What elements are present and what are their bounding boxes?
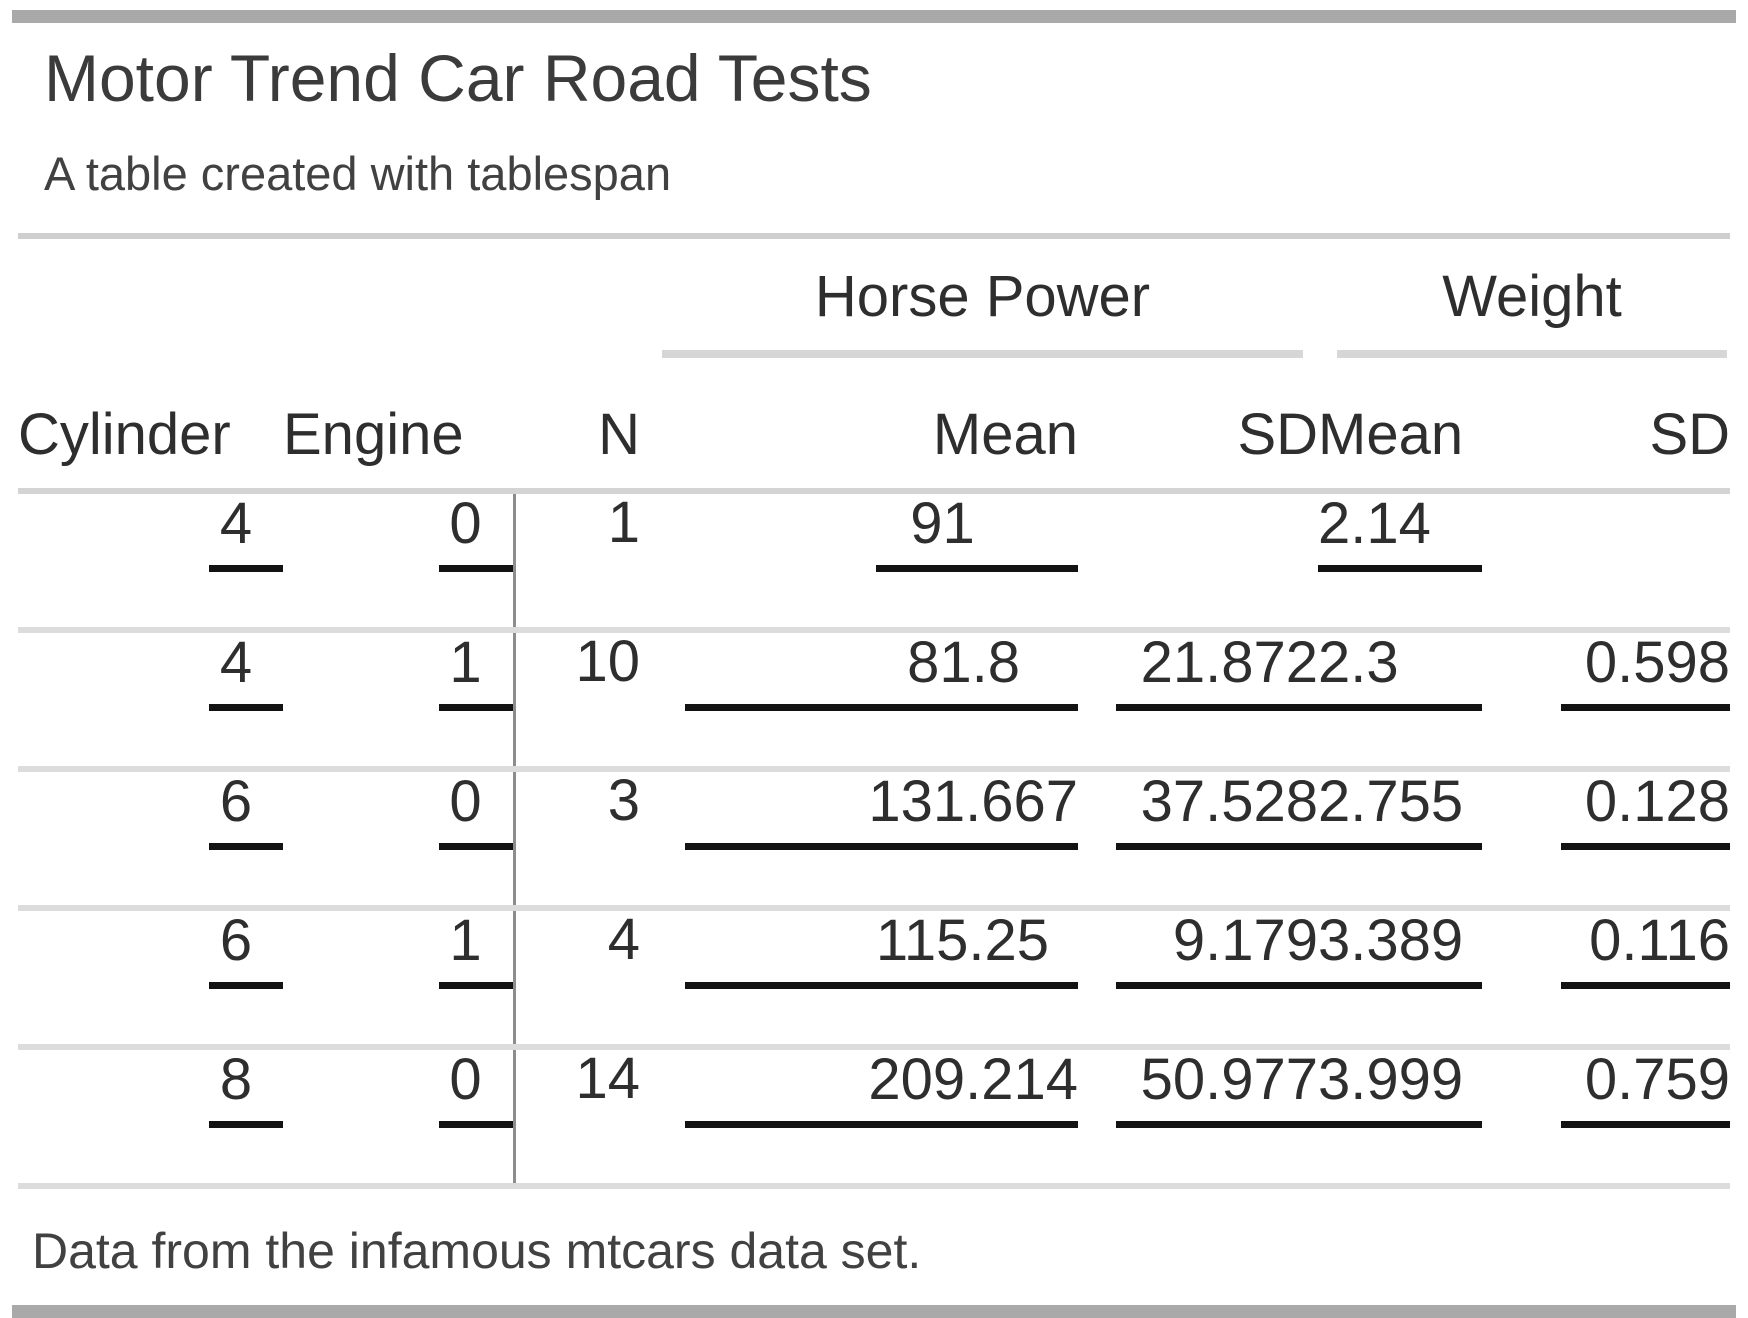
column-header-hp-mean: Mean — [640, 357, 1078, 494]
cell-engine: 0 — [283, 1046, 514, 1189]
cell-value: 2.755 — [1318, 771, 1483, 851]
spanner-spacer — [18, 239, 640, 358]
cell-n: 1 — [512, 490, 640, 633]
cell-value: 3.999 — [1318, 1049, 1483, 1129]
cell-hp-mean: 81.8 — [640, 629, 1078, 772]
cell-wt-sd: 0.116 — [1520, 907, 1731, 1050]
cell-value: 0.128 — [1561, 771, 1731, 851]
cell-wt-sd: 0.128 — [1520, 768, 1731, 911]
cell-value: 131.667 — [685, 771, 1078, 851]
cell-value: 0.598 — [1561, 632, 1731, 712]
cell-value: 0 — [438, 493, 513, 573]
page-subtitle: A table created with tablespan — [44, 147, 672, 201]
table-header: Horse Power Weight Cylinder Engine N Mea… — [18, 239, 1731, 494]
cell-wt-sd: 0.759 — [1520, 1046, 1731, 1189]
table-body: 4 0 1 91 2.14 4 1 10 81.8 21.872 2.3 0.598 6 0 3 131.66… — [18, 490, 1731, 1189]
bottom-border-bar — [12, 1304, 1736, 1318]
cell-value: 1 — [438, 910, 513, 990]
table-row: 6 1 4 115.25 9.179 3.389 0.116 — [18, 907, 1731, 1050]
cell-value: 91 — [876, 493, 1078, 573]
cell-value: 4 — [209, 632, 283, 712]
cell-value: 0.116 — [1561, 910, 1731, 990]
cell-value: 50.977 — [1116, 1049, 1319, 1129]
top-border-bar — [12, 10, 1736, 23]
cell-value: 81.8 — [685, 632, 1078, 712]
cell-value: 37.528 — [1116, 771, 1319, 851]
cell-value: 2.14 — [1318, 493, 1483, 573]
cell-value: 0 — [438, 1049, 513, 1129]
cell-value: 6 — [209, 910, 283, 990]
column-header-engine: Engine — [283, 357, 514, 494]
page-title: Motor Trend Car Road Tests — [44, 41, 872, 115]
column-header-n: N — [514, 357, 640, 494]
table-row: 4 0 1 91 2.14 — [18, 490, 1731, 633]
table-row: 4 1 10 81.8 21.872 2.3 0.598 — [18, 629, 1731, 772]
cell-hp-mean: 131.667 — [640, 768, 1078, 911]
cell-wt-mean: 2.755 — [1318, 768, 1521, 911]
cell-hp-sd: 50.977 — [1078, 1046, 1319, 1189]
table-row: 6 0 3 131.667 37.528 2.755 0.128 — [18, 768, 1731, 911]
spanner-horse-power-label: Horse Power — [662, 266, 1304, 358]
cell-value: 6 — [209, 771, 283, 851]
cell-value: 1 — [438, 632, 513, 712]
cell-cylinder: 6 — [18, 907, 283, 1050]
column-header-row: Cylinder Engine N Mean SD Mean SD — [18, 357, 1731, 494]
cell-engine: 1 — [283, 629, 514, 772]
cell-cylinder: 4 — [18, 490, 283, 633]
cell-hp-mean: 115.25 — [640, 907, 1078, 1050]
spanner-weight-label: Weight — [1337, 266, 1728, 358]
cell-hp-sd: 9.179 — [1078, 907, 1319, 1050]
cell-hp-mean: 91 — [640, 490, 1078, 633]
cell-value: 115.25 — [685, 910, 1078, 990]
cell-wt-sd — [1520, 490, 1731, 633]
cell-n: 14 — [512, 1046, 640, 1189]
cell-engine: 0 — [283, 768, 514, 911]
column-header-wt-mean: Mean — [1318, 357, 1521, 494]
cell-hp-sd: 37.528 — [1078, 768, 1319, 911]
column-header-hp-sd: SD — [1078, 357, 1319, 494]
cell-wt-mean: 2.14 — [1318, 490, 1521, 633]
spanner-weight: Weight — [1318, 239, 1730, 358]
cell-value: 3.389 — [1318, 910, 1483, 990]
cell-wt-mean: 2.3 — [1318, 629, 1521, 772]
cell-wt-mean: 3.999 — [1318, 1046, 1521, 1189]
cell-value: 4 — [209, 493, 283, 573]
cell-value: 9.179 — [1116, 910, 1319, 990]
cell-cylinder: 4 — [18, 629, 283, 772]
cell-n: 4 — [512, 907, 640, 1050]
cell-hp-sd — [1078, 490, 1319, 633]
cell-cylinder: 8 — [18, 1046, 283, 1189]
cell-cylinder: 6 — [18, 768, 283, 911]
table-row: 8 0 14 209.214 50.977 3.999 0.759 — [18, 1046, 1731, 1189]
table-footnote: Data from the infamous mtcars data set. — [32, 1222, 922, 1279]
cell-value: 2.3 — [1318, 632, 1483, 712]
cell-value: 0.759 — [1561, 1049, 1731, 1129]
data-table: Horse Power Weight Cylinder Engine N Mea… — [18, 239, 1731, 1189]
spanner-row: Horse Power Weight — [18, 239, 1730, 358]
cell-value: 21.872 — [1116, 632, 1319, 712]
cell-hp-sd: 21.872 — [1078, 629, 1319, 772]
column-header-cylinder: Cylinder — [18, 357, 283, 494]
column-header-wt-sd: SD — [1520, 357, 1731, 494]
cell-engine: 0 — [283, 490, 514, 633]
cell-n: 10 — [512, 629, 640, 772]
cell-engine: 1 — [283, 907, 514, 1050]
cell-n: 3 — [512, 768, 640, 911]
cell-hp-mean: 209.214 — [640, 1046, 1078, 1189]
spanner-horse-power: Horse Power — [640, 239, 1318, 358]
cell-value: 209.214 — [685, 1049, 1078, 1129]
cell-value: 8 — [209, 1049, 283, 1129]
cell-value: 0 — [438, 771, 513, 851]
subtitle-rule — [18, 232, 1730, 239]
cell-wt-sd: 0.598 — [1520, 629, 1731, 772]
cell-wt-mean: 3.389 — [1318, 907, 1521, 1050]
